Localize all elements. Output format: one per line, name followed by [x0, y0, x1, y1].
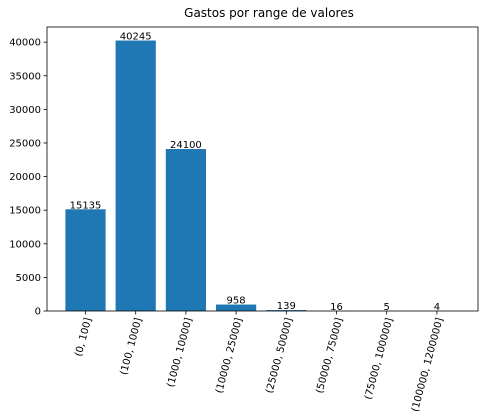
y-tick-label-3: 15000 — [9, 206, 41, 217]
x-tick-label-5: (50000, 75000] — [315, 317, 346, 395]
y-axis: 0 5000 10000 15000 20000 25000 30000 35000 40000 — [9, 38, 47, 318]
data-label-4: 139 — [277, 301, 296, 312]
data-label-5: 16 — [330, 302, 343, 313]
y-tick-label-1: 5000 — [16, 273, 41, 284]
bar-0 — [65, 209, 106, 311]
plot-frame — [46, 26, 479, 312]
y-tick-label-5: 25000 — [9, 138, 41, 149]
x-tick-label-3: (10000, 25000] — [214, 317, 245, 395]
bar-3 — [216, 304, 257, 311]
bar-2 — [165, 149, 206, 311]
y-tick-label-2: 10000 — [9, 239, 41, 250]
data-labels-group: 15135 40245 24100 958 139 16 5 4 — [70, 32, 440, 313]
x-axis: (0, 100] (100, 1000] (1000, 10000] (10000, … — [73, 311, 446, 414]
x-tick-label-1: (100, 1000] — [119, 317, 145, 377]
data-label-1: 40245 — [120, 32, 152, 43]
data-label-6: 5 — [384, 302, 390, 313]
y-tick-label-4: 20000 — [9, 172, 41, 183]
x-tick-label-0: (0, 100] — [73, 317, 94, 358]
chart-title: Gastos por range de valores — [184, 6, 354, 20]
x-tick-label-2: (1000, 10000] — [166, 317, 195, 389]
y-tick-label-7: 35000 — [9, 71, 41, 82]
data-label-3: 958 — [227, 296, 246, 307]
bars-group — [65, 40, 457, 312]
y-tick-label-0: 0 — [35, 307, 41, 318]
y-tick-label-6: 30000 — [9, 105, 41, 116]
bar-1 — [115, 40, 156, 312]
data-label-0: 15135 — [70, 200, 102, 211]
bar-4 — [266, 310, 307, 311]
x-tick-label-4: (25000, 50000] — [264, 317, 295, 395]
data-label-7: 4 — [434, 302, 440, 313]
x-tick-label-7: (100000, 1200000] — [410, 317, 446, 414]
x-tick-label-6: (75000, 100000] — [363, 317, 395, 401]
y-tick-label-8: 40000 — [9, 38, 41, 49]
data-label-2: 24100 — [170, 140, 202, 151]
